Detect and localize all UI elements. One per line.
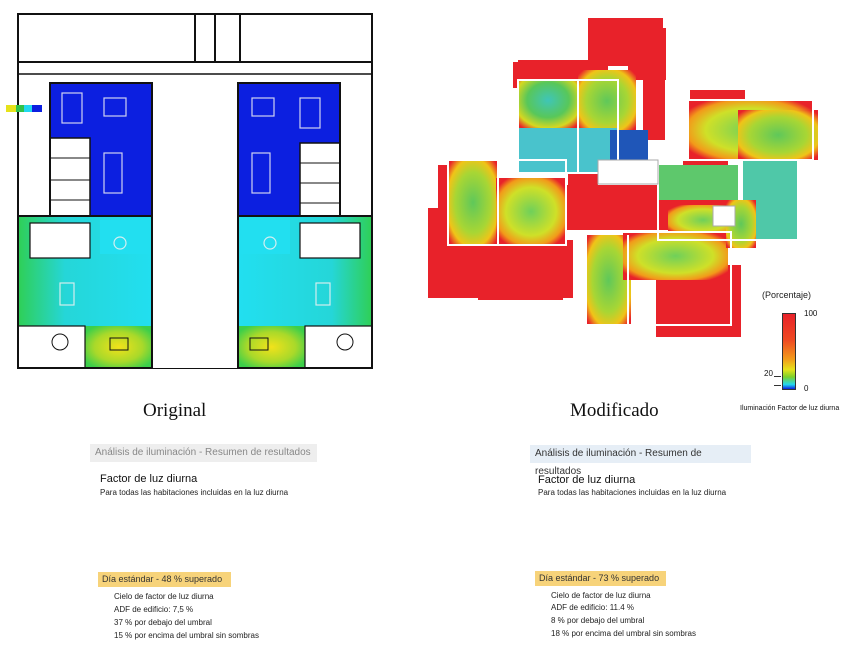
caption-modified: Modificado bbox=[570, 400, 659, 421]
legend-min-label: 0 bbox=[804, 384, 809, 393]
results-title-modified: Factor de luz diurna bbox=[538, 474, 636, 486]
results-title-original: Factor de luz diurna bbox=[100, 473, 198, 485]
daylight-legend: (Porcentaje) 100 20 0 Iluminación Factor… bbox=[740, 290, 850, 420]
stat-original-below: 37 % por debajo del umbral bbox=[114, 618, 212, 627]
legend-ticks bbox=[774, 376, 781, 386]
original-daylight-floorplan bbox=[6, 13, 373, 369]
legend-threshold-label: 20 bbox=[764, 369, 773, 378]
caption-original: Original bbox=[143, 400, 207, 421]
legend-max-label: 100 bbox=[804, 309, 818, 318]
status-badge-modified: Día estándar - 73 % superado bbox=[535, 571, 666, 586]
results-header-original: Análisis de iluminación - Resumen de res… bbox=[90, 444, 317, 462]
results-subtitle-original: Para todas las habitaciones incluidas en… bbox=[100, 488, 289, 497]
stat-modified-below: 8 % por debajo del umbral bbox=[551, 616, 645, 625]
stat-modified-above: 18 % por encima del umbral sin sombras bbox=[551, 629, 696, 638]
results-header-modified: Análisis de iluminación - Resumen de res… bbox=[530, 445, 751, 477]
status-badge-original: Día estándar - 48 % superado bbox=[98, 572, 231, 587]
stat-original-above: 15 % por encima del umbral sin sombras bbox=[114, 631, 259, 640]
modified-daylight-floorplan bbox=[428, 18, 818, 337]
stat-modified-sky: Cielo de factor de luz diurna bbox=[551, 591, 651, 600]
legend-footer: Iluminación Factor de luz diurna bbox=[740, 405, 840, 412]
results-subtitle-modified: Para todas las habitaciones incluidas en… bbox=[538, 488, 727, 497]
stat-original-adf: ADF de edificio: 7,5 % bbox=[114, 605, 194, 614]
legend-color-bar bbox=[782, 313, 796, 390]
stat-modified-adf: ADF de edificio: 11.4 % bbox=[551, 603, 635, 612]
stat-original-sky: Cielo de factor de luz diurna bbox=[114, 592, 214, 601]
legend-title: (Porcentaje) bbox=[762, 290, 812, 300]
